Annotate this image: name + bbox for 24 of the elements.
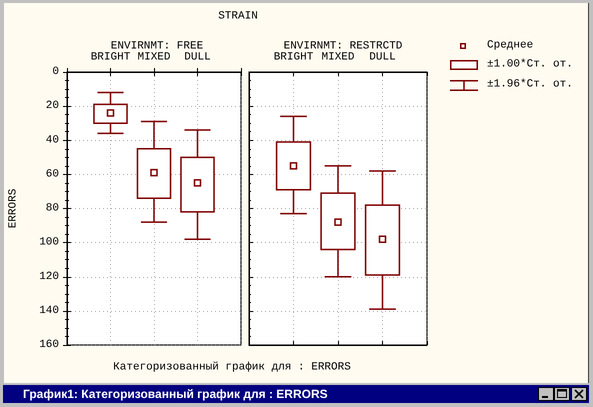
- y-axis-title: ERRORS: [8, 188, 20, 228]
- text: ±1.96*Ст. от.: [487, 78, 573, 92]
- x-tick-label: DULL: [369, 52, 396, 64]
- y-tick-label: 0: [52, 66, 59, 78]
- x-axis-title: STRAIN: [218, 10, 258, 24]
- text: График1: Категоризованный график для : ERRORS: [23, 387, 328, 401]
- text: Категоризованный график для : ERRORS: [113, 362, 351, 374]
- y-tick-label: 100: [39, 236, 59, 249]
- y-tick-label: 160: [39, 339, 59, 351]
- x-tick-label: MIXED: [321, 52, 355, 64]
- y-tick-label: 140: [39, 304, 59, 317]
- x-tick-label: BRIGHT: [274, 52, 314, 64]
- x-tick-label: MIXED: [137, 52, 171, 64]
- chart-title: ENVIRNMT: RESTRCTD: [284, 40, 403, 52]
- y-tick-label: 40: [46, 134, 59, 146]
- y-tick-label: 120: [39, 270, 59, 283]
- x-tick-label: BRIGHT: [90, 52, 131, 64]
- x-tick-label: DULL: [184, 52, 211, 64]
- y-tick-label: 20: [46, 100, 59, 112]
- text: ±1.00*Ст. от.: [487, 58, 573, 72]
- chart-title: ENVIRNMT: FREE: [110, 40, 204, 52]
- text: Среднее: [487, 40, 534, 52]
- y-tick-label: 80: [46, 202, 59, 214]
- y-tick-label: 60: [46, 168, 59, 180]
